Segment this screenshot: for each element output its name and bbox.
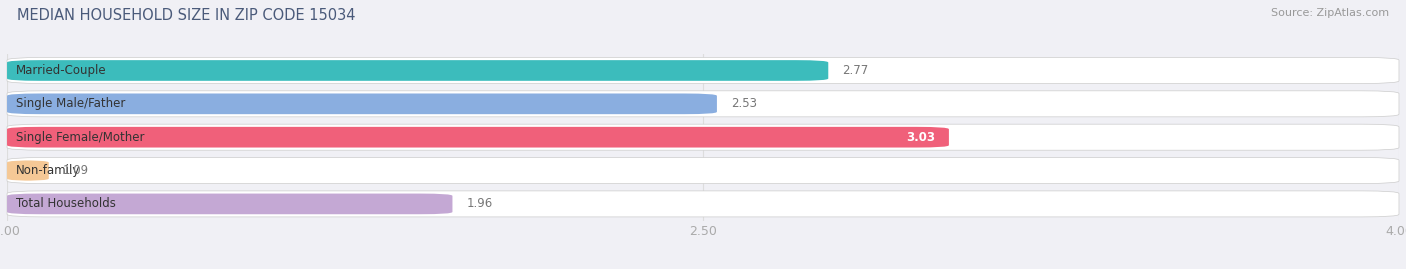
FancyBboxPatch shape bbox=[7, 127, 949, 147]
FancyBboxPatch shape bbox=[7, 194, 453, 214]
Text: MEDIAN HOUSEHOLD SIZE IN ZIP CODE 15034: MEDIAN HOUSEHOLD SIZE IN ZIP CODE 15034 bbox=[17, 8, 356, 23]
Text: 2.77: 2.77 bbox=[842, 64, 869, 77]
Text: Non-family: Non-family bbox=[17, 164, 80, 177]
Text: Single Male/Father: Single Male/Father bbox=[17, 97, 125, 110]
Text: 2.53: 2.53 bbox=[731, 97, 756, 110]
Text: Source: ZipAtlas.com: Source: ZipAtlas.com bbox=[1271, 8, 1389, 18]
Text: Married-Couple: Married-Couple bbox=[17, 64, 107, 77]
Text: Single Female/Mother: Single Female/Mother bbox=[17, 131, 145, 144]
FancyBboxPatch shape bbox=[7, 158, 1399, 183]
FancyBboxPatch shape bbox=[7, 94, 717, 114]
Text: Total Households: Total Households bbox=[17, 197, 117, 210]
FancyBboxPatch shape bbox=[7, 124, 1399, 150]
FancyBboxPatch shape bbox=[7, 60, 828, 81]
FancyBboxPatch shape bbox=[7, 58, 1399, 83]
FancyBboxPatch shape bbox=[7, 91, 1399, 117]
Text: 3.03: 3.03 bbox=[905, 131, 935, 144]
Text: 1.96: 1.96 bbox=[467, 197, 492, 210]
FancyBboxPatch shape bbox=[7, 191, 1399, 217]
Text: 1.09: 1.09 bbox=[63, 164, 89, 177]
FancyBboxPatch shape bbox=[7, 160, 49, 181]
